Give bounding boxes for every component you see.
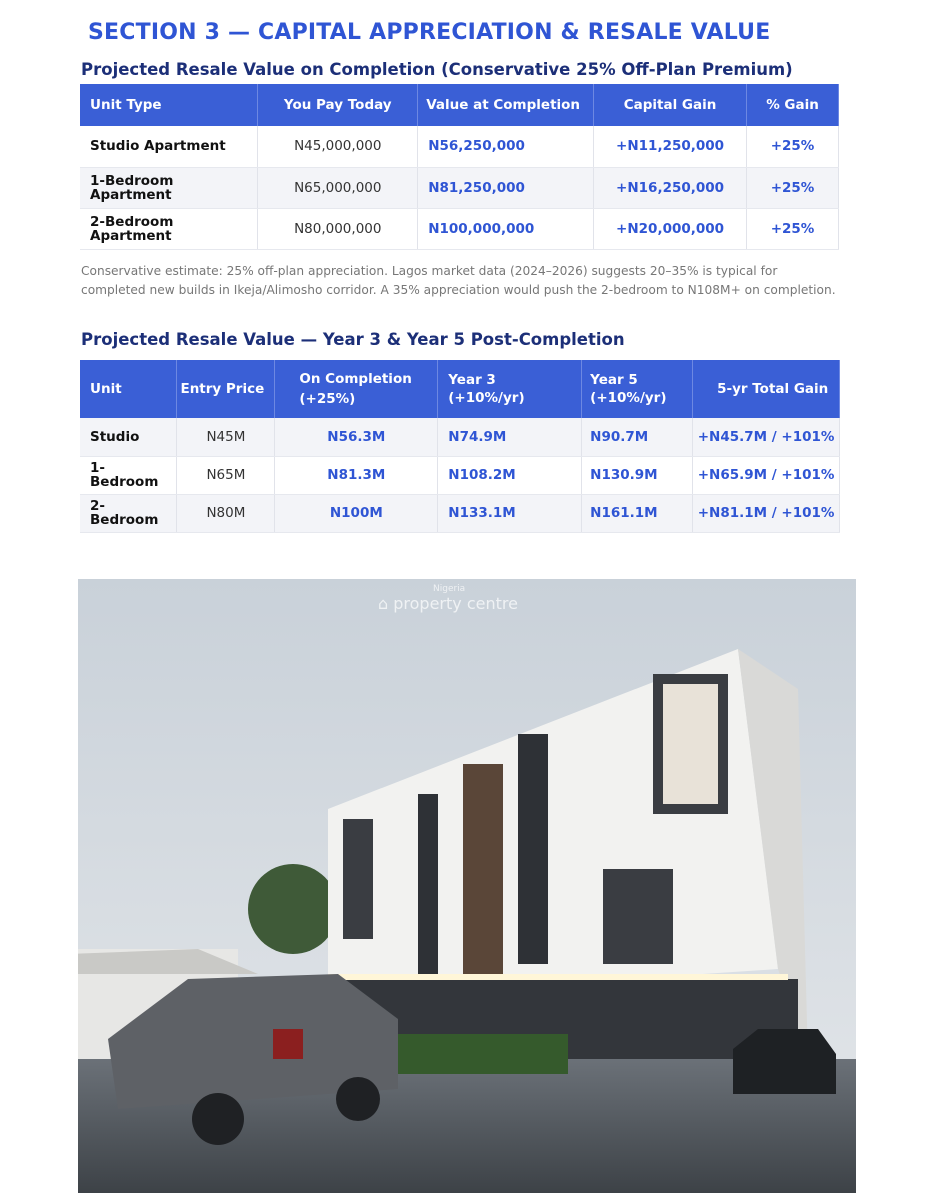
- cell: +25%: [746, 126, 839, 168]
- column-header: Unit: [80, 360, 178, 418]
- cell: +N65.9M / +101%: [692, 456, 840, 495]
- cell: +N11,250,000: [593, 126, 748, 168]
- building-rendering-image: [78, 579, 856, 1193]
- table-row: 2-Bedroom Apartment N80,000,000 N100,000…: [80, 208, 839, 250]
- cell: 2-Bedroom: [80, 494, 178, 533]
- cell: N133.1M: [437, 494, 583, 533]
- cell: 1-Bedroom Apartment: [80, 167, 259, 209]
- column-header: On Completion (+25%): [274, 360, 439, 418]
- column-header: Entry Price: [176, 360, 276, 418]
- cell: N108.2M: [437, 456, 583, 495]
- cell: N80,000,000: [257, 208, 419, 250]
- table-row: 1-Bedroom Apartment N65,000,000 N81,250,…: [80, 167, 839, 209]
- cell: +N20,000,000: [593, 208, 748, 250]
- table-row: Studio Apartment N45,000,000 N56,250,000…: [80, 126, 839, 168]
- cell: N56.3M: [274, 418, 439, 457]
- column-header: Year 3 (+10%/yr): [437, 360, 583, 418]
- cell: 1-Bedroom: [80, 456, 178, 495]
- table-row: 2-Bedroom N80M N100M N133.1M N161.1M +N8…: [80, 494, 840, 533]
- cell: N90.7M: [581, 418, 694, 457]
- column-header: Value at Completion: [417, 84, 595, 126]
- cell: N81,250,000: [417, 167, 595, 209]
- column-header: % Gain: [746, 84, 839, 126]
- cell: 2-Bedroom Apartment: [80, 208, 259, 250]
- cell: +25%: [746, 167, 839, 209]
- cell: N161.1M: [581, 494, 694, 533]
- cell: N74.9M: [437, 418, 583, 457]
- cell: +N16,250,000: [593, 167, 748, 209]
- cell: N130.9M: [581, 456, 694, 495]
- cell: N65,000,000: [257, 167, 419, 209]
- resale-completion-table: Unit Type You Pay Today Value at Complet…: [80, 84, 839, 250]
- cell: N100,000,000: [417, 208, 595, 250]
- cell: N80M: [176, 494, 276, 533]
- table2-title: Projected Resale Value — Year 3 & Year 5…: [81, 330, 625, 349]
- cell: N65M: [176, 456, 276, 495]
- column-header: 5-yr Total Gain: [692, 360, 840, 418]
- cell: N56,250,000: [417, 126, 595, 168]
- cell: +N81.1M / +101%: [692, 494, 840, 533]
- cell: Studio: [80, 418, 178, 457]
- cell: N100M: [274, 494, 439, 533]
- cell: +25%: [746, 208, 839, 250]
- table1-title: Projected Resale Value on Completion (Co…: [81, 60, 793, 79]
- cell: Studio Apartment: [80, 126, 259, 168]
- section-title: SECTION 3 — CAPITAL APPRECIATION & RESAL…: [88, 20, 771, 45]
- column-header: Capital Gain: [593, 84, 748, 126]
- cell: +N45.7M / +101%: [692, 418, 840, 457]
- cell: N81.3M: [274, 456, 439, 495]
- table-row: Studio N45M N56.3M N74.9M N90.7M +N45.7M…: [80, 418, 840, 457]
- column-header: Unit Type: [80, 84, 259, 126]
- table-row: 1-Bedroom N65M N81.3M N108.2M N130.9M +N…: [80, 456, 840, 495]
- appreciation-note: Conservative estimate: 25% off-plan appr…: [81, 264, 836, 297]
- cell: N45M: [176, 418, 276, 457]
- cell: N45,000,000: [257, 126, 419, 168]
- column-header: Year 5 (+10%/yr): [581, 360, 694, 418]
- resale-years-table: Unit Entry Price On Completion (+25%) Ye…: [80, 360, 840, 533]
- watermark-logo: Nigeria ⌂ property centre: [378, 584, 518, 613]
- column-header: You Pay Today: [257, 84, 419, 126]
